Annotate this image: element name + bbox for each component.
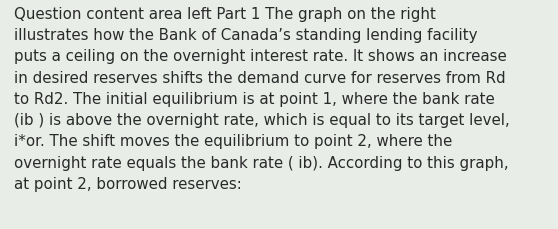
Text: Question content area left Part 1 The graph on the right
illustrates how the Ban: Question content area left Part 1 The gr… [14,7,509,191]
